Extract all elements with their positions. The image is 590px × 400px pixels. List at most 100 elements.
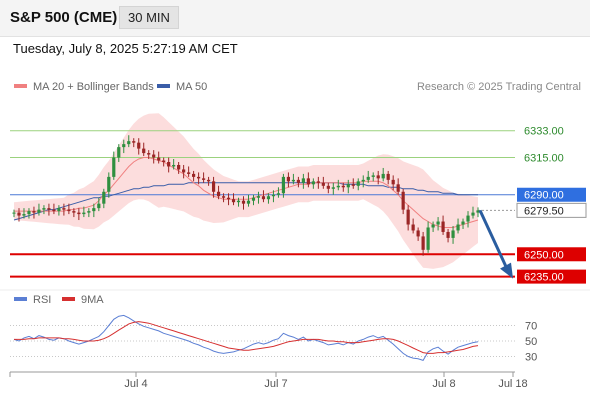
price-level-box-5 — [517, 269, 586, 284]
candle-body — [102, 191, 106, 204]
candle-body — [261, 196, 266, 200]
candle-body — [336, 185, 340, 188]
candle-body — [47, 208, 51, 210]
candle-body — [152, 154, 156, 158]
candle-body — [326, 185, 330, 189]
price-level-label-1: 6315.00 — [524, 153, 564, 165]
legend-label-0: MA 20 + Bollinger Bands — [33, 81, 154, 93]
candle-body — [436, 221, 440, 225]
candle-body — [122, 144, 126, 148]
candle-body — [167, 162, 171, 167]
rsi-ma-line — [14, 321, 479, 354]
candle-body — [162, 160, 166, 162]
candle-body — [441, 221, 445, 232]
candle-body — [226, 197, 231, 200]
candle-body — [201, 178, 206, 180]
candle-body — [376, 175, 380, 179]
candle-body — [112, 157, 116, 177]
rsi-line — [13, 314, 479, 361]
price-level-label-5: 6235.00 — [524, 272, 564, 284]
candle-body — [286, 176, 291, 182]
legend-swatch-1 — [157, 84, 170, 88]
candle-body — [471, 212, 475, 216]
candle-body — [177, 164, 181, 170]
candle-body — [316, 181, 320, 183]
candle-body — [451, 230, 455, 238]
rsi-tick-label-0: 70 — [525, 321, 537, 333]
candle-body — [127, 141, 131, 145]
candle-body — [321, 182, 325, 186]
candle-body — [62, 208, 66, 210]
candle-body — [77, 212, 81, 215]
candle-body — [426, 227, 430, 250]
price-level-label-0: 6333.00 — [524, 126, 564, 138]
candle-body — [281, 176, 286, 194]
candle-body — [306, 178, 310, 185]
candle-body — [456, 224, 460, 231]
candle-body — [187, 172, 191, 174]
candle-body — [401, 191, 405, 210]
candle-body — [386, 173, 390, 180]
rsi-ma-legend-swatch — [62, 297, 75, 301]
candle-body — [182, 169, 186, 173]
candle-body — [37, 209, 41, 213]
candle-body — [22, 214, 26, 216]
candle-body — [92, 208, 96, 212]
candle-body — [57, 208, 61, 212]
candle-body — [192, 173, 196, 177]
candle-body — [461, 221, 465, 225]
candle-body — [361, 179, 365, 182]
bollinger-band — [14, 113, 478, 269]
candle-body — [301, 178, 305, 183]
candle-body — [42, 208, 46, 210]
candle-body — [266, 196, 271, 200]
candle-body — [12, 212, 16, 214]
price-level-label-4: 6250.00 — [524, 249, 564, 261]
candle-body — [67, 209, 71, 212]
price-level-label-3: 6279.50 — [524, 205, 564, 217]
ma20-line — [14, 157, 479, 228]
price-level-label-2: 6290.00 — [524, 190, 564, 202]
candle-body — [356, 181, 360, 186]
candle-body — [371, 175, 375, 177]
candle-body — [211, 181, 216, 192]
candle-body — [341, 185, 345, 188]
rsi-legend-swatch — [14, 297, 27, 301]
candle-body — [72, 211, 76, 213]
candle-body — [147, 153, 151, 155]
candle-body — [346, 184, 350, 188]
price-level-box-4 — [517, 247, 586, 262]
candle-body — [366, 176, 370, 180]
candle-body — [137, 142, 141, 149]
forecast-arrow-head — [500, 262, 513, 279]
candle-body — [87, 211, 91, 213]
legend-swatch-0 — [14, 84, 27, 88]
rsi-tick-label-2: 30 — [525, 352, 537, 364]
candle-body — [142, 148, 146, 154]
candle-body — [107, 176, 111, 192]
candle-body — [236, 200, 241, 203]
candle-body — [206, 179, 211, 182]
candle-body — [351, 184, 355, 186]
candle-body — [132, 141, 136, 143]
credit-text: Research © 2025 Trading Central — [417, 81, 581, 93]
candle-body — [466, 215, 470, 222]
rsi-legend-label: RSI — [33, 294, 51, 306]
candle-body — [221, 196, 226, 198]
candle-body — [216, 191, 221, 197]
price-level-box-3 — [516, 202, 587, 218]
candle-body — [251, 197, 256, 201]
timestamp: Tuesday, July 8, 2025 5:27:19 AM CET — [13, 41, 238, 56]
candle-body — [97, 203, 101, 209]
timeframe-badge[interactable]: 30 MIN — [119, 6, 179, 29]
candle-body — [231, 199, 236, 203]
candle-body — [476, 210, 480, 213]
candle-body — [276, 193, 281, 195]
candle-body — [421, 236, 425, 250]
candle-body — [82, 212, 86, 215]
candle-body — [17, 212, 21, 216]
ma50-line — [13, 182, 478, 221]
candle-body — [27, 211, 31, 215]
